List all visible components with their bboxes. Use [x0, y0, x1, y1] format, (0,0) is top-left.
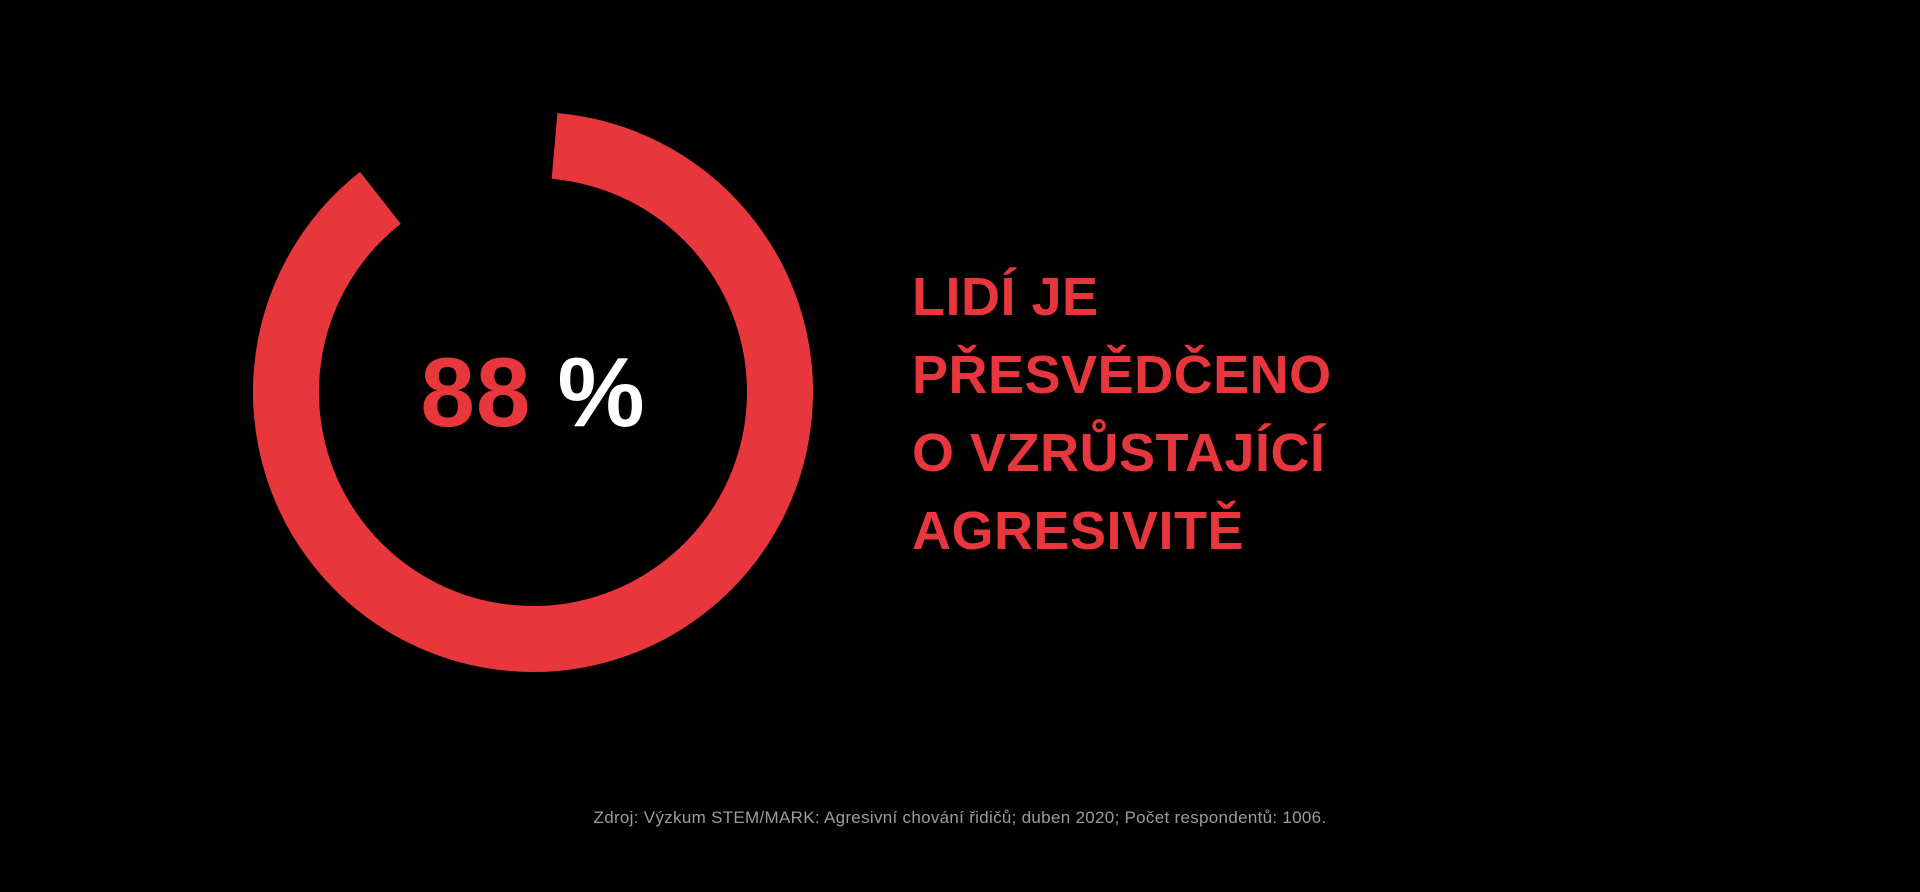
headline: LIDÍ JE PŘESVĚDČENO O VZRŮSTAJÍCÍ AGRESI… — [912, 258, 1332, 570]
donut-chart: 88 % — [251, 110, 815, 674]
percentage-value: 88 — [420, 336, 532, 447]
donut-center-label: 88 % — [251, 110, 815, 674]
headline-line-1: LIDÍ JE — [912, 267, 1099, 327]
headline-line-4: AGRESIVITĚ — [912, 501, 1245, 561]
donut-ring-arc — [253, 112, 813, 672]
donut-svg — [253, 112, 813, 672]
percent-sign: % — [557, 336, 646, 447]
headline-line-3: O VZRŮSTAJÍCÍ — [912, 423, 1326, 483]
source-text: Zdroj: Výzkum STEM/MARK: Agresivní chová… — [593, 808, 1327, 827]
headline-line-2: PŘESVĚDČENO — [912, 345, 1332, 405]
